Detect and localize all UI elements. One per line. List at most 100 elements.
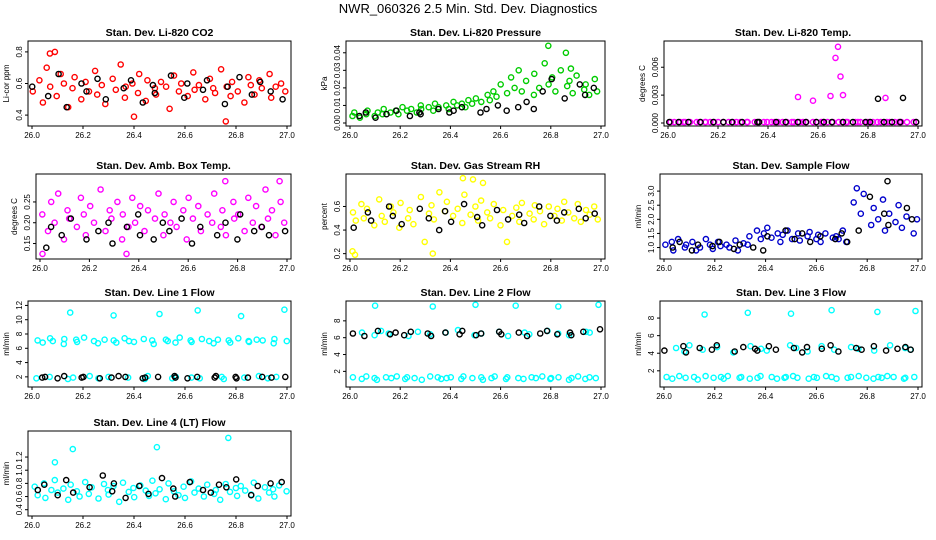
data-point xyxy=(772,346,780,354)
data-point xyxy=(794,118,802,126)
data-point xyxy=(515,374,522,382)
data-point xyxy=(882,94,889,102)
data-point xyxy=(709,245,717,253)
y-tick-label: 6 xyxy=(15,346,24,351)
y-axis-label: Li-cor ppm xyxy=(2,64,11,102)
data-point xyxy=(880,118,888,126)
data-point xyxy=(157,78,165,86)
data-point xyxy=(765,342,773,350)
data-point xyxy=(83,88,90,95)
series-outliers xyxy=(371,301,602,310)
y-axis-label: percent xyxy=(320,202,329,229)
data-point xyxy=(910,118,918,126)
data-point xyxy=(208,219,216,226)
data-point xyxy=(833,375,840,383)
data-point xyxy=(717,242,724,250)
data-point xyxy=(710,374,717,382)
x-tick-label: 26.8 xyxy=(228,131,244,140)
data-point xyxy=(809,118,817,126)
x-tick-label: 27.0 xyxy=(910,264,926,273)
y-tick-label: 0.02 xyxy=(333,80,342,96)
data-point xyxy=(582,328,590,336)
data-point xyxy=(180,483,187,491)
data-point xyxy=(798,349,806,356)
data-point xyxy=(387,374,395,382)
data-point xyxy=(93,91,101,98)
data-point xyxy=(48,486,55,494)
data-point xyxy=(141,227,148,235)
data-point xyxy=(252,202,260,210)
data-point xyxy=(744,241,752,248)
data-point xyxy=(834,43,842,51)
data-point xyxy=(682,241,690,248)
data-point xyxy=(866,193,874,201)
data-point xyxy=(895,201,902,209)
data-point xyxy=(668,238,676,246)
data-point xyxy=(468,100,476,107)
panel-2: Stan. Dev. Li-820 Pressure kPa 26.0 26.2 26.… xyxy=(320,27,609,140)
data-point xyxy=(746,232,753,240)
data-point xyxy=(80,211,88,218)
data-point xyxy=(663,373,670,381)
data-point xyxy=(237,482,245,490)
data-point xyxy=(373,376,381,384)
data-point xyxy=(91,67,99,75)
data-point xyxy=(34,491,42,499)
data-point xyxy=(694,241,702,248)
data-point xyxy=(764,232,771,240)
data-point xyxy=(669,375,676,383)
data-point xyxy=(144,206,152,214)
data-point xyxy=(903,213,910,220)
panel-6: Stan. Dev. Sample Flow ml/min 26.0 26.2 26.4… xyxy=(634,160,926,273)
data-point xyxy=(281,227,289,235)
data-point xyxy=(216,496,224,504)
data-point xyxy=(787,310,795,318)
series-main xyxy=(29,61,289,113)
data-point xyxy=(894,345,901,353)
data-point xyxy=(380,105,388,113)
data-point xyxy=(222,118,230,125)
data-point xyxy=(76,493,83,500)
data-point xyxy=(189,69,197,76)
data-point xyxy=(442,329,449,336)
data-point xyxy=(156,485,163,493)
x-tick-label: 27.0 xyxy=(279,392,295,401)
data-point xyxy=(582,214,590,222)
x-tick-label: 26.2 xyxy=(75,131,91,140)
data-point xyxy=(839,91,847,99)
data-point xyxy=(381,218,389,226)
data-point xyxy=(429,250,437,257)
data-point xyxy=(121,334,128,342)
data-point xyxy=(736,241,744,248)
series-sample xyxy=(43,211,289,251)
data-point xyxy=(383,110,390,118)
data-point xyxy=(85,88,93,95)
data-point xyxy=(886,341,894,349)
data-point xyxy=(204,211,211,218)
data-point xyxy=(573,72,580,79)
y-tick-label: 10 xyxy=(15,315,24,324)
data-point xyxy=(441,207,449,215)
panel-10: Stan. Dev. Line 4 (LT) Flow ml/min 26.0 26.… xyxy=(2,417,295,530)
data-point xyxy=(110,480,118,487)
x-tick-label: 26.4 xyxy=(443,392,459,401)
data-point xyxy=(794,93,802,101)
data-point xyxy=(272,231,279,239)
data-point xyxy=(101,336,108,344)
data-point xyxy=(34,486,42,494)
data-point xyxy=(102,96,110,103)
data-point xyxy=(122,373,129,381)
data-point xyxy=(371,302,379,310)
data-point xyxy=(899,94,907,102)
series-sample xyxy=(349,325,604,340)
x-tick-label: 26.4 xyxy=(131,264,147,273)
data-point xyxy=(135,70,143,78)
data-point xyxy=(503,373,511,381)
data-point xyxy=(28,83,36,90)
y-axis-label: degrees C xyxy=(10,198,19,235)
data-point xyxy=(166,105,173,113)
data-point xyxy=(855,227,863,234)
data-point xyxy=(108,487,116,495)
data-point xyxy=(569,89,577,97)
data-point xyxy=(744,309,752,317)
